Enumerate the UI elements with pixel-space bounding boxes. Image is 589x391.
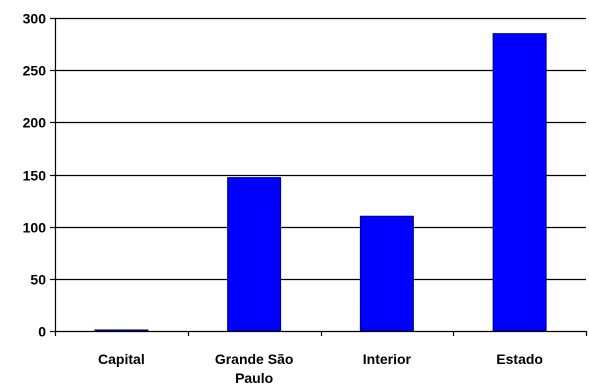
x-category-label: Grande São Paulo [215,351,294,386]
bar-interior [359,215,414,332]
y-tick-label: 150 [23,168,47,184]
x-category-label: Estado [496,351,543,367]
bar-grande-s-o-paulo [227,177,282,332]
axes [50,17,588,336]
y-tick-label: 300 [23,11,47,27]
x-category-label: Capital [98,351,145,367]
bars [94,33,547,332]
bar-estado [492,33,547,332]
x-category-label-line: Interior [363,351,412,367]
y-tick-label: 0 [38,324,46,340]
x-category-labels: Capital Grande São Paulo Interior Estado [98,351,543,386]
x-category-label-line: Capital [98,351,145,367]
x-category-label-line: Grande São [215,351,294,367]
bar-capital [94,329,149,332]
y-tick-label: 50 [30,272,46,288]
x-category-label-line: Estado [496,351,543,367]
y-tick-label: 100 [23,220,47,236]
x-category-label: Interior [363,351,412,367]
y-tick-labels: 0 50 100 150 200 250 300 [23,11,47,340]
y-tick-label: 200 [23,115,47,131]
x-category-label-line: Paulo [235,370,273,386]
y-tick-label: 250 [23,63,47,79]
